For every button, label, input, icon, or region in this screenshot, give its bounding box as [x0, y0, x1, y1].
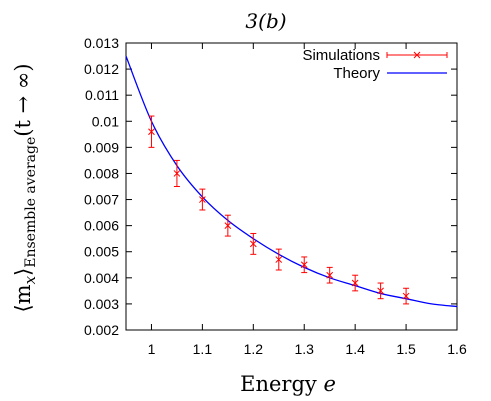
chart-title: 3(b)	[245, 9, 286, 33]
legend: Simulations Theory	[302, 47, 448, 82]
theory-series	[125, 55, 458, 308]
simulation-point	[199, 188, 206, 211]
simulation-point	[300, 256, 308, 274]
x-axis-label: Energy e	[240, 372, 336, 396]
x-tick-label: 1.6	[447, 341, 467, 357]
y-tick-label: 0.002	[84, 322, 119, 338]
simulations-series	[148, 115, 410, 305]
y-tick-label: 0.003	[84, 296, 119, 312]
x-tick-label: 1	[148, 341, 156, 357]
x-tick-label: 1.3	[294, 341, 314, 357]
legend-label-simulations: Simulations	[302, 47, 380, 64]
y-tick-label: 0.005	[84, 244, 119, 260]
simulation-point	[148, 115, 155, 148]
simulation-point	[224, 214, 232, 237]
simulation-point	[173, 159, 181, 187]
x-axis-label-text: Energy	[240, 372, 323, 396]
plot-area	[125, 42, 458, 331]
legend-swatch-simulations	[386, 51, 448, 59]
simulation-point	[249, 232, 257, 255]
x-tick-label: 1.4	[345, 341, 365, 357]
y-tick-label: 0.009	[84, 139, 119, 155]
simulation-point	[275, 248, 283, 271]
theory-line	[125, 55, 458, 308]
simulation-point	[402, 287, 410, 305]
plot-frame	[125, 42, 458, 331]
y-tick-label: 0.01	[92, 113, 119, 129]
x-tick-label: 1.5	[396, 341, 416, 357]
simulation-point	[377, 282, 384, 300]
y-tick-label: 0.013	[84, 35, 119, 51]
x-tick-label: 1.2	[244, 341, 264, 357]
x-axis: 1 1.1 1.2 1.3 1.4 1.5 1.6	[148, 43, 467, 357]
y-tick-label: 0.012	[84, 61, 119, 77]
y-tick-label: 0.006	[84, 218, 119, 234]
simulation-point	[326, 266, 334, 284]
y-tick-label: 0.011	[85, 87, 119, 103]
y-axis: 0.002 0.003 0.004 0.005 0.006 0.007 0.008 0.009…	[84, 35, 457, 338]
simulation-point	[351, 274, 359, 292]
x-tick-label: 1.1	[193, 341, 213, 357]
legend-label-theory: Theory	[333, 65, 380, 82]
y-tick-label: 0.007	[84, 192, 119, 208]
y-tick-label: 0.004	[84, 270, 119, 286]
y-axis-label: ⟨mx⟩Ensemble average(t → ∞)	[11, 63, 39, 312]
y-tick-label: 0.008	[84, 165, 119, 181]
